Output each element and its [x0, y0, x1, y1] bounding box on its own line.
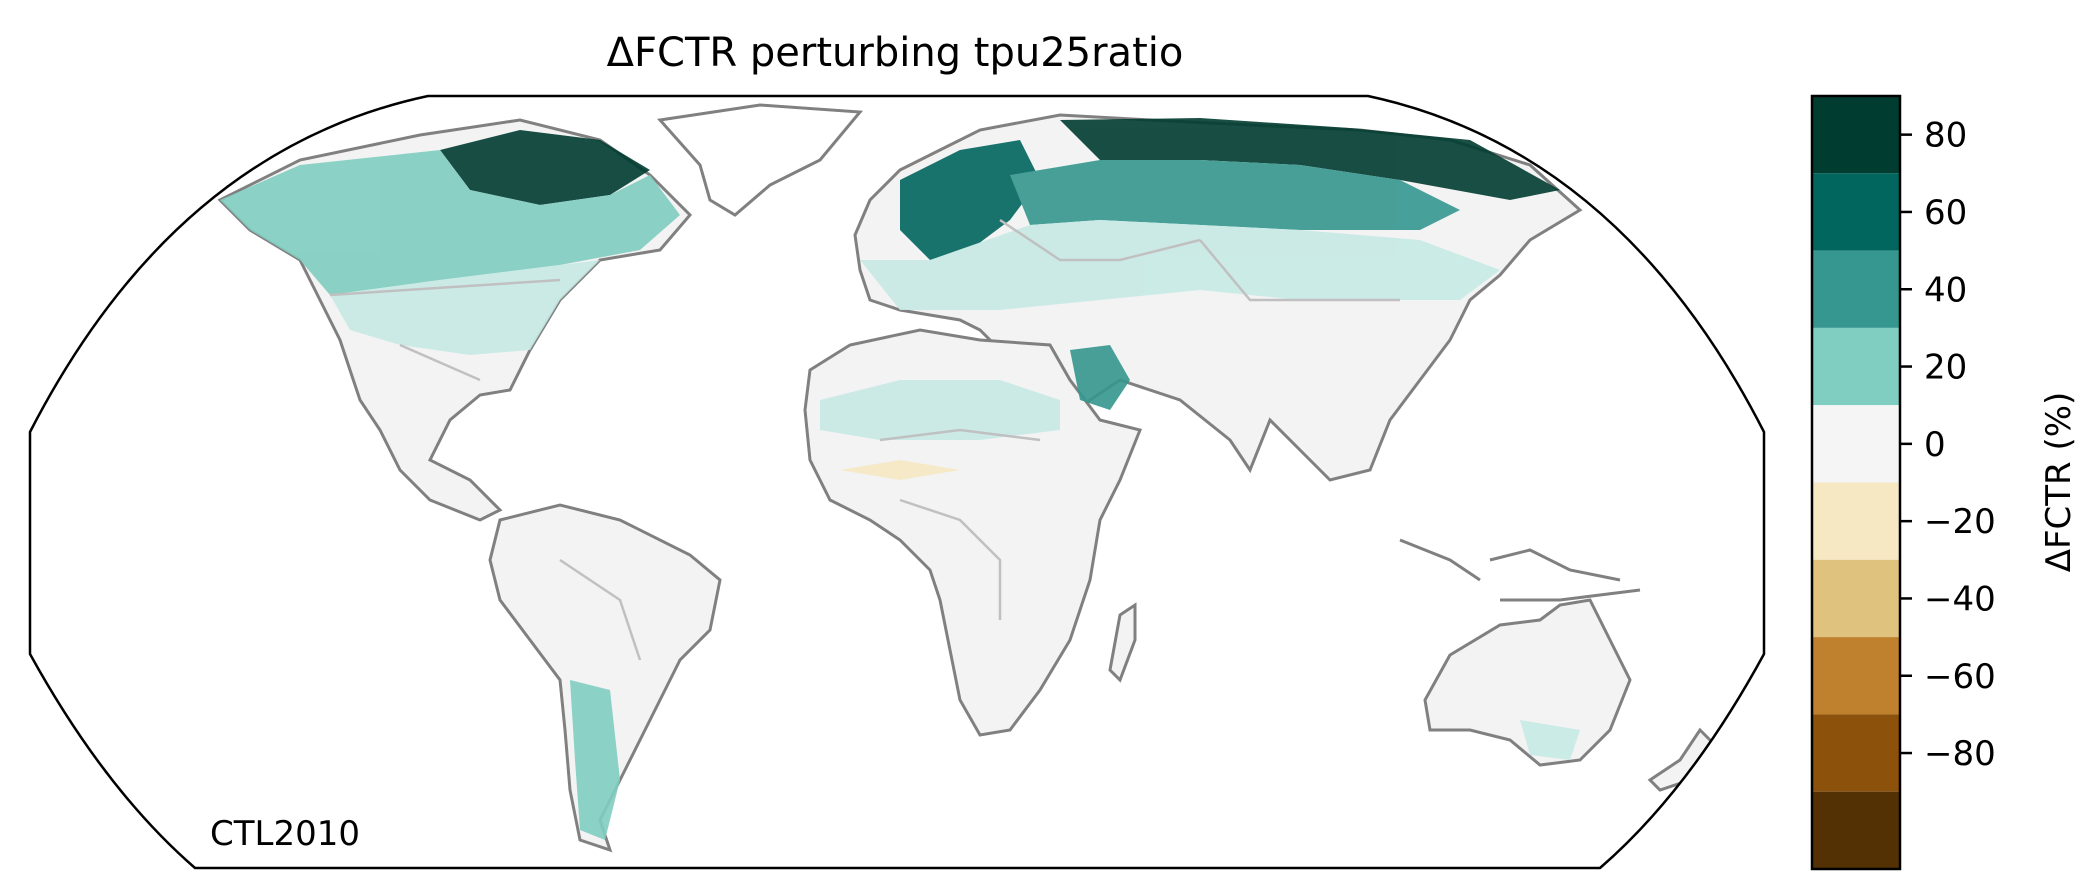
region-southern-chile: [570, 680, 620, 840]
colorbar-tick-label: 60: [1924, 193, 1967, 233]
colorbar-bin: [1812, 173, 1900, 251]
region-middle-east: [1070, 345, 1130, 410]
corner-label: CTL2010: [210, 814, 360, 854]
land-australia: [1423, 598, 1632, 767]
colorbar-bin: [1812, 405, 1900, 483]
colorbar-tick-label: 40: [1924, 270, 1967, 310]
region-northern-canada: [440, 130, 650, 205]
region-canada: [220, 150, 680, 295]
colorbar-frame: [1810, 94, 1902, 871]
region-russia: [1010, 160, 1460, 230]
land-madagascar: [1108, 602, 1137, 683]
colorbar-bin: [1812, 250, 1900, 328]
colorbar-bin: [1812, 327, 1900, 406]
colorbar-bins: [1812, 96, 1900, 869]
globe-outline: [28, 94, 1766, 870]
colorbar-tick-label: −20: [1924, 502, 1996, 542]
colorbar-tick-label: 20: [1924, 348, 1967, 388]
colorbar-tick-label: −60: [1924, 657, 1996, 697]
colorbar-tick-label: 80: [1924, 116, 1967, 156]
region-russia-north: [1060, 118, 1560, 200]
colorbar-bin: [1812, 559, 1900, 638]
region-sahara: [820, 380, 1060, 440]
land-indonesia: [1399, 538, 1641, 602]
country-borders: [329, 218, 1400, 661]
land-greenland: [657, 103, 864, 217]
colorbar-bin: [1812, 637, 1900, 715]
colorbar-tick-label: 0: [1924, 425, 1946, 465]
region-se-australia: [1520, 720, 1580, 760]
region-europe: [860, 220, 1500, 310]
colorbar-bin: [1812, 791, 1900, 869]
colorbar: 80 60 40 20 0 −20 −40 −60 −80 ΔFCTR (%): [1810, 94, 2079, 871]
region-scandinavia: [900, 140, 1040, 260]
region-usa: [330, 260, 600, 355]
colorbar-label: ΔFCTR (%): [2039, 392, 2079, 573]
data-overlay: [220, 118, 1580, 840]
colorbar-bin: [1812, 96, 1900, 174]
map-title: ΔFCTR perturbing tpu25ratio: [607, 30, 1184, 76]
map-land: [217, 103, 1717, 853]
map-frame: [28, 94, 1766, 870]
colorbar-tick-label: −40: [1924, 579, 1996, 619]
colorbar-ticks: 80 60 40 20 0 −20 −40 −60 −80: [1900, 116, 1996, 774]
colorbar-bin: [1812, 482, 1900, 560]
colorbar-bin: [1812, 714, 1900, 792]
region-sahel: [840, 460, 960, 480]
colorbar-tick-label: −80: [1924, 734, 1996, 774]
